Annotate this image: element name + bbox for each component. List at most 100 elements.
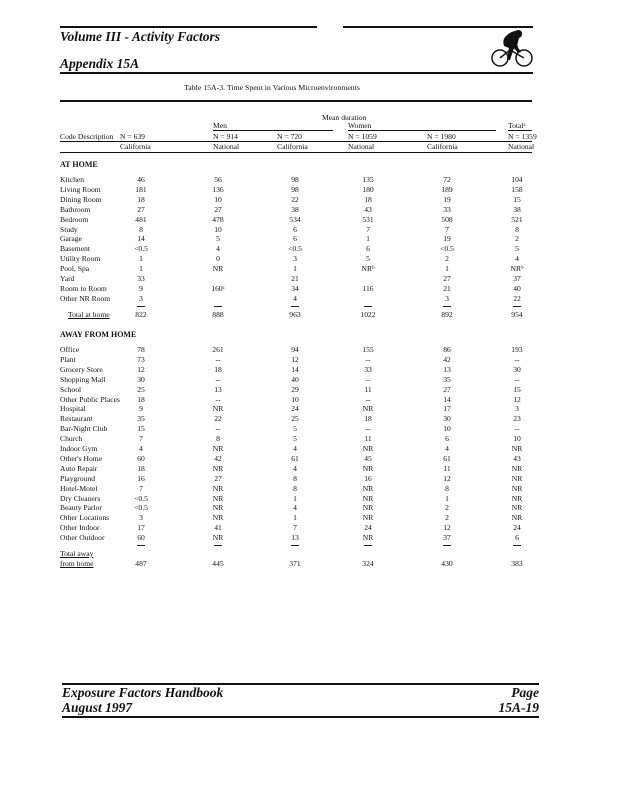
cell-value: 40 [513, 283, 521, 293]
sum-line [443, 305, 451, 307]
cell-value: 8 [515, 224, 519, 234]
cell-value: NR [511, 503, 523, 513]
sum-line [291, 305, 299, 307]
cell-value: NR [511, 473, 523, 483]
section-title: AWAY FROM HOME [60, 330, 137, 339]
column-region: National [348, 141, 375, 151]
cell-value: 5 [293, 434, 297, 444]
cell-value: 94 [291, 345, 299, 354]
cell-value: 12 [137, 364, 145, 374]
cell-value: NRᵇ [361, 264, 375, 274]
cell-value: NR [212, 463, 224, 473]
row-label: Bedroom [60, 214, 89, 224]
cell-value: 8 [139, 224, 143, 234]
cell-value: 15 [137, 424, 145, 434]
cell-value: 46 [137, 175, 145, 184]
cell-value: NR [362, 463, 374, 473]
cell-value: NR [212, 483, 224, 493]
cell-value: 24 [513, 523, 521, 533]
cell-value: 508 [441, 214, 453, 224]
row-label: Dry Cleaners [60, 493, 101, 503]
cell-value: 29 [291, 384, 299, 394]
cell-value: 3 [445, 293, 449, 303]
cell-value: 10 [214, 224, 222, 234]
cell-value: 8 [293, 483, 297, 493]
cell-value: 6 [293, 234, 297, 244]
volume-title: Volume III - Activity Factors [60, 29, 221, 44]
sum-line [513, 545, 521, 546]
row-label: Plant [60, 354, 76, 364]
cell-value: 104 [511, 175, 523, 184]
cell-value: 4 [293, 463, 297, 473]
row-label: Bar-Night Club [60, 424, 108, 434]
cell-value: -- [365, 424, 371, 434]
row-label: School [60, 384, 82, 394]
cell-value: 3 [139, 293, 143, 303]
row-label: Living Room [60, 184, 101, 194]
total-value: 324 [362, 558, 374, 568]
cell-value: 98 [291, 184, 299, 194]
cell-value: 27 [214, 204, 222, 214]
cell-value: 19 [443, 194, 451, 204]
cell-value: 33 [443, 204, 451, 214]
cell-value: 4 [293, 293, 297, 303]
cell-value: 18 [364, 414, 372, 424]
cell-value: 181 [135, 184, 147, 194]
cell-value: 21 [443, 283, 451, 293]
header-top-rule-right [343, 26, 533, 28]
cell-value: 27 [443, 274, 451, 283]
row-label: Utility Room [60, 254, 101, 264]
cell-value: 23 [513, 414, 521, 424]
row-label: Study [60, 224, 78, 234]
header-bottom-rule [60, 72, 533, 74]
cell-value: 13 [443, 364, 451, 374]
column-region: National [213, 141, 240, 151]
cell-value: 180 [362, 184, 374, 194]
cell-value: 7 [366, 224, 370, 234]
row-label: Shopping Mall [60, 374, 106, 384]
row-label: Pool, Spa [60, 264, 90, 274]
cell-value: NR [212, 513, 224, 523]
row-label: Other's Home [60, 453, 103, 463]
column-sample-size: N = 1059 [348, 132, 377, 141]
section-title: AT HOME [60, 160, 98, 169]
cell-value: 42 [214, 453, 222, 463]
total-value: 1022 [360, 309, 376, 319]
footer-top-rule [62, 683, 539, 685]
cell-value: NR [212, 264, 224, 274]
header-top-rule-left [60, 26, 317, 28]
column-sample-size: N = 639 [120, 132, 145, 141]
cell-value: 14 [443, 394, 451, 404]
cell-value: NR [362, 404, 374, 414]
sum-line [364, 305, 372, 307]
cell-value: 22 [513, 293, 521, 303]
cell-value: 30 [137, 374, 145, 384]
cell-value: NR [511, 463, 523, 473]
sum-line [291, 545, 299, 546]
cell-value: 5 [216, 234, 220, 244]
cell-value: 21 [291, 274, 299, 283]
cell-value: 78 [137, 345, 145, 354]
cell-value: 18 [137, 394, 145, 404]
cell-value: 531 [362, 214, 374, 224]
cell-value: 5 [515, 244, 519, 254]
cell-value: 17 [443, 404, 451, 414]
cell-value: 12 [443, 523, 451, 533]
cell-value: 5 [293, 424, 297, 434]
row-label: Beauty Parlor [60, 503, 102, 513]
row-label: Other Locations [60, 513, 110, 523]
cell-value: 18 [137, 463, 145, 473]
cell-value: 30 [443, 414, 451, 424]
cell-value: 72 [443, 175, 451, 184]
cell-value: 3 [293, 254, 297, 264]
sum-line [214, 545, 222, 546]
cell-value: 24 [291, 404, 299, 414]
group-men: Men [213, 121, 227, 130]
total-label: Total away [60, 549, 94, 558]
cell-value: 1 [293, 264, 297, 274]
cell-value: 38 [291, 204, 299, 214]
cell-value: <0.5 [134, 503, 148, 513]
cell-value: 1 [293, 493, 297, 503]
group-rule-men [213, 130, 333, 131]
cell-value: 261 [212, 345, 224, 354]
